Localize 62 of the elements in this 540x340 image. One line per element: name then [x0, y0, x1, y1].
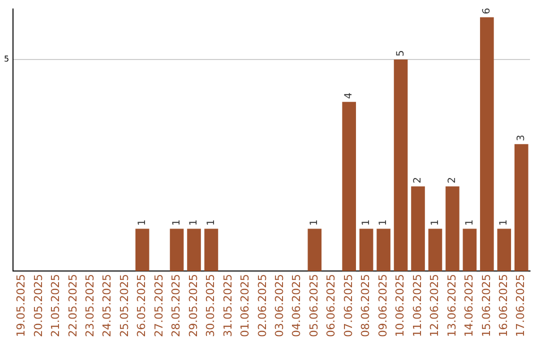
bar — [497, 228, 512, 272]
data-label: 3 — [516, 134, 527, 142]
bar — [411, 186, 425, 272]
bar — [462, 228, 477, 272]
bar — [170, 228, 184, 272]
bar — [480, 17, 494, 272]
x-tick-label: 08.06.2025 — [359, 274, 372, 338]
x-tick-label: 03.06.2025 — [273, 274, 286, 338]
x-tick-label: 16.06.2025 — [497, 274, 510, 338]
bar — [359, 228, 374, 272]
x-tick-label: 23.05.2025 — [83, 274, 96, 338]
bar — [394, 60, 408, 272]
x-tick-label: 07.06.2025 — [342, 274, 355, 338]
x-tick-label: 24.05.2025 — [100, 274, 114, 338]
bar — [514, 144, 528, 272]
bar — [308, 228, 322, 272]
bar — [187, 228, 201, 272]
bar — [446, 186, 460, 272]
x-tick-label: 12.06.2025 — [428, 274, 442, 338]
x-tick-label: 13.06.2025 — [445, 274, 458, 338]
x-tick-label: 29.05.2025 — [186, 274, 200, 338]
x-tick-label: 21.05.2025 — [49, 274, 62, 338]
bar — [376, 228, 390, 272]
x-tick-label: 05.06.2025 — [307, 274, 320, 338]
x-tick-label: 15.06.2025 — [480, 274, 493, 338]
x-tick-label: 25.05.2025 — [118, 274, 131, 338]
data-label: 2 — [447, 177, 458, 184]
x-tick-label: 31.05.2025 — [221, 274, 234, 338]
bar — [342, 102, 356, 272]
data-label: 1 — [464, 219, 476, 226]
data-label: 1 — [360, 219, 372, 226]
bar — [428, 228, 442, 272]
bar — [135, 228, 150, 272]
data-label: 1 — [309, 219, 320, 226]
data-label: 1 — [430, 219, 441, 226]
x-tick-label: 01.06.2025 — [238, 274, 252, 338]
x-tick-label: 20.05.2025 — [32, 274, 45, 338]
x-tick-label: 28.05.2025 — [170, 274, 183, 338]
x-tick-label: 09.06.2025 — [376, 274, 390, 338]
x-tick-label: 02.06.2025 — [256, 274, 269, 338]
data-label: 5 — [395, 50, 406, 57]
x-tick-label: 11.06.2025 — [410, 274, 424, 338]
x-tick-label: 19.05.2025 — [14, 274, 28, 338]
x-tick-label: 17.06.2025 — [514, 274, 528, 338]
x-tick-label: 30.05.2025 — [204, 274, 218, 338]
data-label: 2 — [412, 177, 424, 184]
x-tick-label: 26.05.2025 — [135, 274, 148, 338]
data-label: 1 — [378, 219, 390, 226]
x-tick-label: 22.05.2025 — [66, 274, 80, 338]
data-label: 1 — [498, 219, 510, 226]
x-tick-label: 10.06.2025 — [394, 274, 407, 338]
data-label: 1 — [188, 219, 200, 226]
data-label: 6 — [482, 8, 493, 14]
x-tick-label: 14.06.2025 — [462, 274, 476, 338]
x-tick-label: 04.06.2025 — [290, 274, 304, 338]
data-label: 1 — [171, 219, 182, 226]
x-tick-label: 06.06.2025 — [324, 274, 338, 338]
bar — [204, 228, 218, 272]
data-label: 4 — [344, 92, 355, 99]
data-label: 1 — [136, 219, 148, 226]
data-label: 1 — [206, 219, 217, 226]
x-tick-label: 27.05.2025 — [152, 274, 166, 338]
